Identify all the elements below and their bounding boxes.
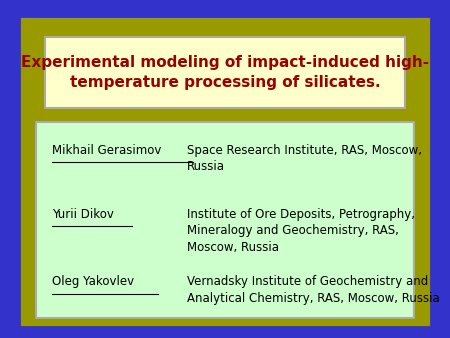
Text: Mikhail Gerasimov: Mikhail Gerasimov [52,144,161,156]
Text: Yurii Dikov: Yurii Dikov [52,208,113,221]
FancyBboxPatch shape [36,122,414,318]
Text: Experimental modeling of impact-induced high-
temperature processing of silicate: Experimental modeling of impact-induced … [21,55,429,90]
Text: Space Research Institute, RAS, Moscow,
Russia: Space Research Institute, RAS, Moscow, R… [187,144,422,173]
FancyBboxPatch shape [22,20,427,324]
FancyBboxPatch shape [45,37,405,108]
Text: Institute of Ore Deposits, Petrography,
Mineralogy and Geochemistry, RAS,
Moscow: Institute of Ore Deposits, Petrography, … [187,208,415,254]
Text: Vernadsky Institute of Geochemistry and
Analytical Chemistry, RAS, Moscow, Russi: Vernadsky Institute of Geochemistry and … [187,275,440,305]
Text: Oleg Yakovlev: Oleg Yakovlev [52,275,134,288]
